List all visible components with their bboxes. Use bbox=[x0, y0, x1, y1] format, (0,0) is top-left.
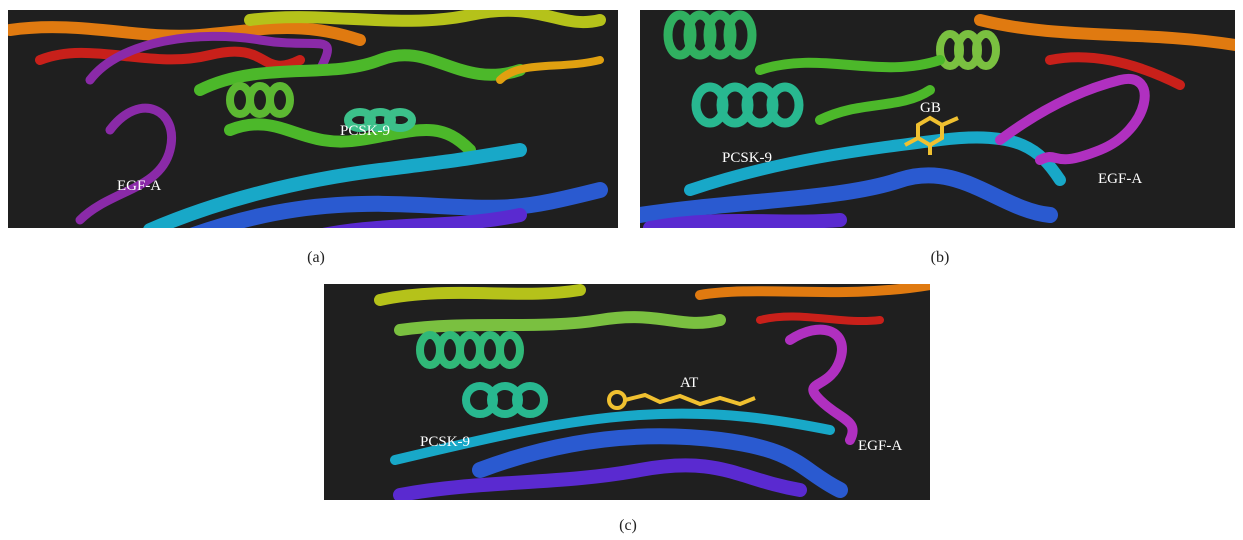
panel-caption: (c) bbox=[619, 517, 637, 534]
structure-label: AT bbox=[680, 375, 698, 391]
panel-b: GB PCSK-9 EGF-A (b) bbox=[640, 10, 1235, 266]
ligand bbox=[607, 390, 756, 410]
structure-label: PCSK-9 bbox=[340, 123, 390, 139]
ligand bbox=[904, 115, 959, 155]
structure-label: EGF-A bbox=[858, 438, 902, 454]
structure-label: PCSK-9 bbox=[722, 150, 772, 166]
panel-caption: (a) bbox=[307, 249, 325, 266]
ribbon-structure bbox=[8, 10, 608, 228]
structure-label: PCSK-9 bbox=[420, 434, 470, 450]
structure-label: GB bbox=[920, 100, 941, 116]
panel-a: EGF-A PCSK-9 (a) bbox=[8, 10, 618, 266]
panel-c: AT PCSK-9 EGF-A (c) bbox=[324, 284, 930, 534]
structure-label: EGF-A bbox=[1098, 171, 1142, 187]
panel-caption: (b) bbox=[931, 249, 950, 266]
structure-label: EGF-A bbox=[117, 178, 161, 194]
ribbon-structure bbox=[374, 284, 930, 500]
ribbon-structure bbox=[640, 10, 1235, 228]
